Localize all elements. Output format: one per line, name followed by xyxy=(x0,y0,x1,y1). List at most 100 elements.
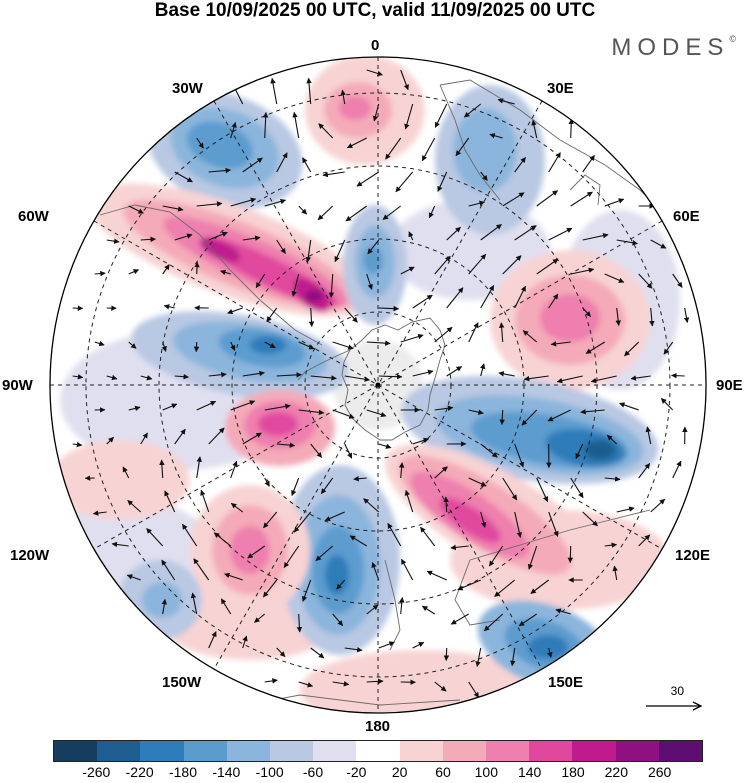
wind-vector xyxy=(140,375,153,381)
colorbar-tick-label: -20 xyxy=(346,764,367,780)
wind-vector xyxy=(242,432,262,445)
colorbar-swatch xyxy=(486,741,530,761)
wind-vector xyxy=(585,341,605,354)
modes-logo: MODES© xyxy=(611,34,736,62)
wind-vector xyxy=(332,409,355,419)
wind-vector xyxy=(276,239,286,254)
wind-vector xyxy=(499,409,505,426)
wind-vector xyxy=(366,678,384,685)
wind-vector xyxy=(382,205,402,220)
colorbar-swatch xyxy=(140,741,184,761)
wind-vector xyxy=(230,502,244,513)
wind-vector xyxy=(161,598,168,615)
wind-vector xyxy=(649,307,655,327)
brand-text: MODES xyxy=(611,34,730,61)
wind-vector xyxy=(619,402,639,411)
wind-vector xyxy=(446,366,463,377)
wind-vector xyxy=(193,558,210,581)
colorbar-tick-label: -260 xyxy=(82,764,111,780)
wind-vector xyxy=(434,405,454,411)
wind-vector xyxy=(306,77,312,105)
map-title: Base 10/09/2025 00 UTC, valid 11/09/2025… xyxy=(154,0,596,21)
wind-vector xyxy=(412,369,434,377)
wind-vector xyxy=(230,341,236,351)
lon-label-30w: 30W xyxy=(172,80,203,97)
colorbar xyxy=(53,740,703,762)
wind-vector xyxy=(242,157,263,173)
wind-vector xyxy=(401,558,414,581)
wind-vector xyxy=(548,227,573,241)
wind-vector xyxy=(398,462,405,479)
anomaly-field xyxy=(50,57,706,713)
wind-vector xyxy=(428,205,436,219)
colorbar-swatch xyxy=(226,741,271,761)
wind-vector xyxy=(548,511,559,537)
wind-vector xyxy=(378,305,400,312)
lon-label-150e: 150E xyxy=(548,674,584,691)
wind-vector xyxy=(606,434,618,445)
wind-vector xyxy=(174,233,193,241)
wind-vector xyxy=(683,307,690,324)
pole-marker xyxy=(375,382,381,388)
wind-vector xyxy=(502,255,522,275)
colorbar-tick-label: 100 xyxy=(474,764,499,780)
wind-vector xyxy=(468,681,480,698)
colorbar-swatch xyxy=(97,741,141,761)
wind-vector xyxy=(162,205,184,212)
wind-vector xyxy=(230,400,256,411)
wind-vector xyxy=(514,285,526,309)
wind-vector xyxy=(434,103,448,128)
wind-vector xyxy=(208,371,227,378)
wind-vector xyxy=(531,119,538,139)
wind-vector xyxy=(200,489,210,513)
wind-vector xyxy=(301,579,312,602)
wind-vector xyxy=(671,372,685,379)
wind-vector xyxy=(346,137,367,149)
wind-vector xyxy=(332,681,350,687)
wind-vector xyxy=(106,238,120,244)
wind-vector xyxy=(580,409,605,415)
wind-vector xyxy=(334,239,346,263)
wind-vector xyxy=(159,459,165,479)
wind-vector xyxy=(161,559,176,581)
wind-vector xyxy=(340,89,346,105)
wind-vector xyxy=(242,235,261,241)
wind-vector xyxy=(434,681,447,692)
wind-vector xyxy=(480,443,498,458)
wind-vector xyxy=(412,641,425,649)
wind-vector xyxy=(446,226,461,241)
wind-vector xyxy=(276,152,288,173)
wind-vector xyxy=(468,477,487,487)
wind-vector xyxy=(366,69,383,77)
colorbar-swatch xyxy=(529,741,573,761)
colorbar-tick-label: 20 xyxy=(391,764,408,780)
wind-vector xyxy=(163,304,175,310)
polar-map xyxy=(49,56,707,714)
wind-vector xyxy=(140,236,157,243)
wind-vector xyxy=(230,460,238,479)
wind-vector xyxy=(514,511,523,538)
wind-vector xyxy=(615,307,621,326)
lon-label-120w: 120W xyxy=(10,547,50,564)
wind-vector xyxy=(255,273,266,289)
wind-vector xyxy=(570,191,593,207)
wind-vector xyxy=(434,255,451,275)
wind-vector xyxy=(556,375,583,384)
wind-vector xyxy=(72,374,84,380)
reference-vector-arrow xyxy=(646,701,703,711)
wind-vector xyxy=(650,498,666,513)
colorbar-tick-label: -140 xyxy=(212,764,241,780)
wind-vector xyxy=(208,231,228,241)
wind-vector xyxy=(575,443,584,459)
wind-vector xyxy=(502,192,525,207)
wind-vector xyxy=(480,285,495,309)
wind-vector xyxy=(479,363,486,377)
wind-vector xyxy=(536,258,559,275)
wind-vector xyxy=(498,322,505,343)
wind-vector xyxy=(468,200,485,207)
wind-vector xyxy=(242,635,248,649)
colorbar-tick-label: -100 xyxy=(255,764,284,780)
lon-label-60e: 60E xyxy=(673,208,700,225)
wind-vector xyxy=(128,205,144,214)
wind-vector xyxy=(457,579,481,591)
